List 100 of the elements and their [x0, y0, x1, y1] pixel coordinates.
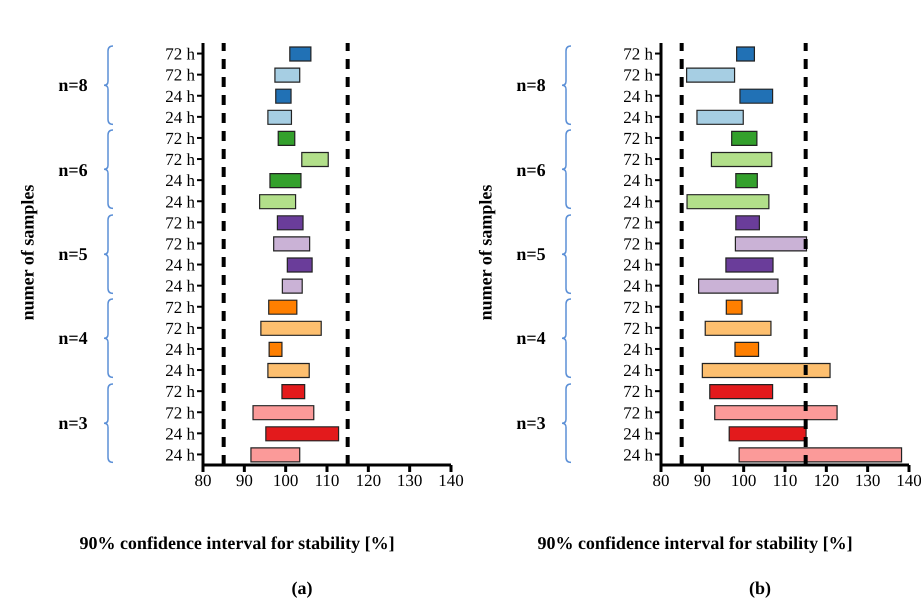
- bar: [725, 257, 774, 273]
- y-tick-label: 24 h: [165, 192, 196, 212]
- bar: [276, 215, 304, 230]
- bar: [686, 194, 770, 210]
- y-tick-label: 72 h: [623, 213, 654, 232]
- y-tick-label: 72 h: [623, 234, 654, 254]
- y-tick-label: 72 h: [623, 318, 654, 338]
- bar: [267, 110, 292, 125]
- bar: [735, 215, 760, 230]
- y-tick-label: 72 h: [623, 403, 654, 422]
- bar: [281, 384, 306, 400]
- y-tick-label: 24 h: [623, 445, 654, 464]
- y-tick-label: 24 h: [623, 256, 654, 275]
- text: n=5: [515, 243, 547, 265]
- text: n=8: [57, 74, 89, 96]
- x-tick-label: 120: [356, 471, 382, 490]
- bar: [702, 362, 831, 378]
- y-tick-label: 24 h: [623, 108, 654, 127]
- text: n=6: [57, 158, 89, 181]
- x-tick-label: 130: [854, 471, 880, 490]
- bar: [267, 362, 310, 378]
- y-tick-label: 24 h: [623, 192, 654, 212]
- bar: [710, 152, 772, 168]
- y-tick-label: 24 h: [165, 86, 196, 106]
- y-tick-label: 24 h: [623, 171, 654, 190]
- y-tick-label: 72 h: [165, 128, 196, 148]
- y-tick-label: 24 h: [623, 424, 654, 444]
- bar: [250, 447, 300, 462]
- x-tick-label: 80: [652, 471, 670, 490]
- x-tick-label: 100: [730, 471, 756, 490]
- x-tick-label: 90: [236, 471, 253, 490]
- x-tick-label: 80: [194, 471, 212, 490]
- y-axis-title: numer of samples: [18, 184, 38, 322]
- bar: [275, 88, 292, 104]
- text: (b): [748, 578, 772, 599]
- bar: [726, 300, 743, 315]
- bar: [709, 384, 774, 400]
- y-tick-label: 24 h: [623, 276, 654, 296]
- bar: [260, 320, 322, 336]
- bar: [278, 130, 296, 146]
- y-tick-label: 72 h: [165, 234, 196, 254]
- y-tick-label: 24 h: [165, 171, 196, 190]
- y-tick-label: 24 h: [165, 256, 196, 275]
- text: (a): [290, 578, 314, 599]
- y-tick-label: 72 h: [165, 382, 196, 402]
- bar: [289, 46, 312, 62]
- bar: [704, 320, 772, 336]
- bar: [252, 405, 314, 420]
- bar: [698, 278, 779, 294]
- bar: [736, 46, 756, 62]
- x-tick-label: 110: [314, 471, 340, 490]
- bar: [686, 68, 736, 83]
- text: n=5: [57, 243, 89, 265]
- bar: [731, 130, 758, 146]
- bar: [738, 447, 902, 462]
- y-tick-label: 72 h: [165, 150, 196, 170]
- bar: [735, 173, 758, 188]
- bar: [259, 194, 296, 210]
- y-tick-label: 72 h: [623, 150, 654, 170]
- text: n=4: [57, 327, 89, 350]
- x-axis-title: 90% confidence interval for stability [%]: [78, 533, 396, 554]
- x-axis-title: 90% confidence interval for stability [%]: [536, 533, 854, 554]
- text: n=6: [515, 158, 547, 181]
- bar: [286, 257, 313, 273]
- x-tick-label: 100: [272, 471, 298, 490]
- bar: [265, 426, 340, 442]
- bar: [728, 426, 807, 442]
- y-tick-label: 72 h: [623, 298, 654, 317]
- y-tick-label: 72 h: [623, 66, 654, 85]
- bar: [734, 236, 808, 252]
- y-tick-label: 24 h: [165, 340, 196, 359]
- y-tick-label: 72 h: [623, 128, 654, 148]
- x-tick-label: 110: [772, 471, 798, 490]
- x-tick-label: 130: [396, 471, 422, 490]
- bar: [268, 300, 298, 315]
- text: n=3: [57, 412, 89, 434]
- y-tick-label: 72 h: [623, 382, 654, 402]
- bar: [301, 152, 329, 168]
- x-tick-label: 140: [896, 471, 921, 490]
- y-axis-title: numer of samples: [476, 184, 496, 322]
- y-tick-label: 24 h: [165, 276, 196, 296]
- y-tick-label: 72 h: [623, 44, 654, 64]
- bar: [739, 88, 774, 104]
- bar: [274, 68, 300, 83]
- x-tick-label: 90: [694, 471, 711, 490]
- y-tick-label: 24 h: [165, 424, 196, 444]
- text: n=8: [515, 74, 547, 96]
- y-tick-label: 72 h: [165, 298, 196, 317]
- bar: [734, 342, 760, 357]
- y-tick-label: 24 h: [623, 361, 654, 380]
- y-tick-label: 72 h: [165, 213, 196, 232]
- bar: [268, 342, 283, 357]
- y-tick-label: 24 h: [165, 361, 196, 380]
- bar: [273, 236, 310, 252]
- y-tick-label: 24 h: [165, 445, 196, 464]
- y-tick-label: 72 h: [165, 66, 196, 85]
- y-tick-label: 72 h: [165, 44, 196, 64]
- bar: [714, 405, 838, 420]
- bar: [269, 173, 302, 188]
- x-tick-label: 120: [814, 471, 840, 490]
